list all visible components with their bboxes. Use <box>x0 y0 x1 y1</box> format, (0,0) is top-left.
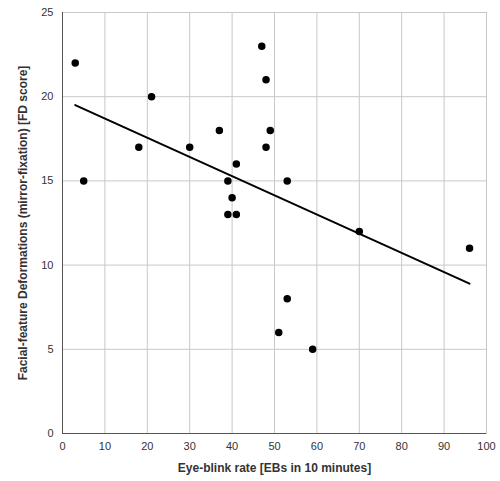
svg-text:0: 0 <box>59 440 65 452</box>
svg-text:25: 25 <box>41 6 53 18</box>
svg-text:100: 100 <box>477 440 495 452</box>
svg-text:30: 30 <box>184 440 196 452</box>
svg-text:90: 90 <box>438 440 450 452</box>
svg-text:20: 20 <box>41 90 53 102</box>
svg-text:Facial-feature Deformations (m: Facial-feature Deformations (mirror-fixa… <box>16 66 30 381</box>
svg-text:20: 20 <box>141 440 153 452</box>
svg-text:40: 40 <box>226 440 238 452</box>
svg-text:50: 50 <box>268 440 280 452</box>
svg-text:60: 60 <box>311 440 323 452</box>
svg-text:70: 70 <box>353 440 365 452</box>
svg-text:5: 5 <box>47 343 53 355</box>
svg-text:15: 15 <box>41 174 53 186</box>
svg-text:Eye-blink rate [EBs in 10 minu: Eye-blink rate [EBs in 10 minutes] <box>178 461 371 475</box>
svg-text:10: 10 <box>99 440 111 452</box>
svg-text:10: 10 <box>41 259 53 271</box>
svg-text:80: 80 <box>396 440 408 452</box>
svg-text:0: 0 <box>47 427 53 439</box>
